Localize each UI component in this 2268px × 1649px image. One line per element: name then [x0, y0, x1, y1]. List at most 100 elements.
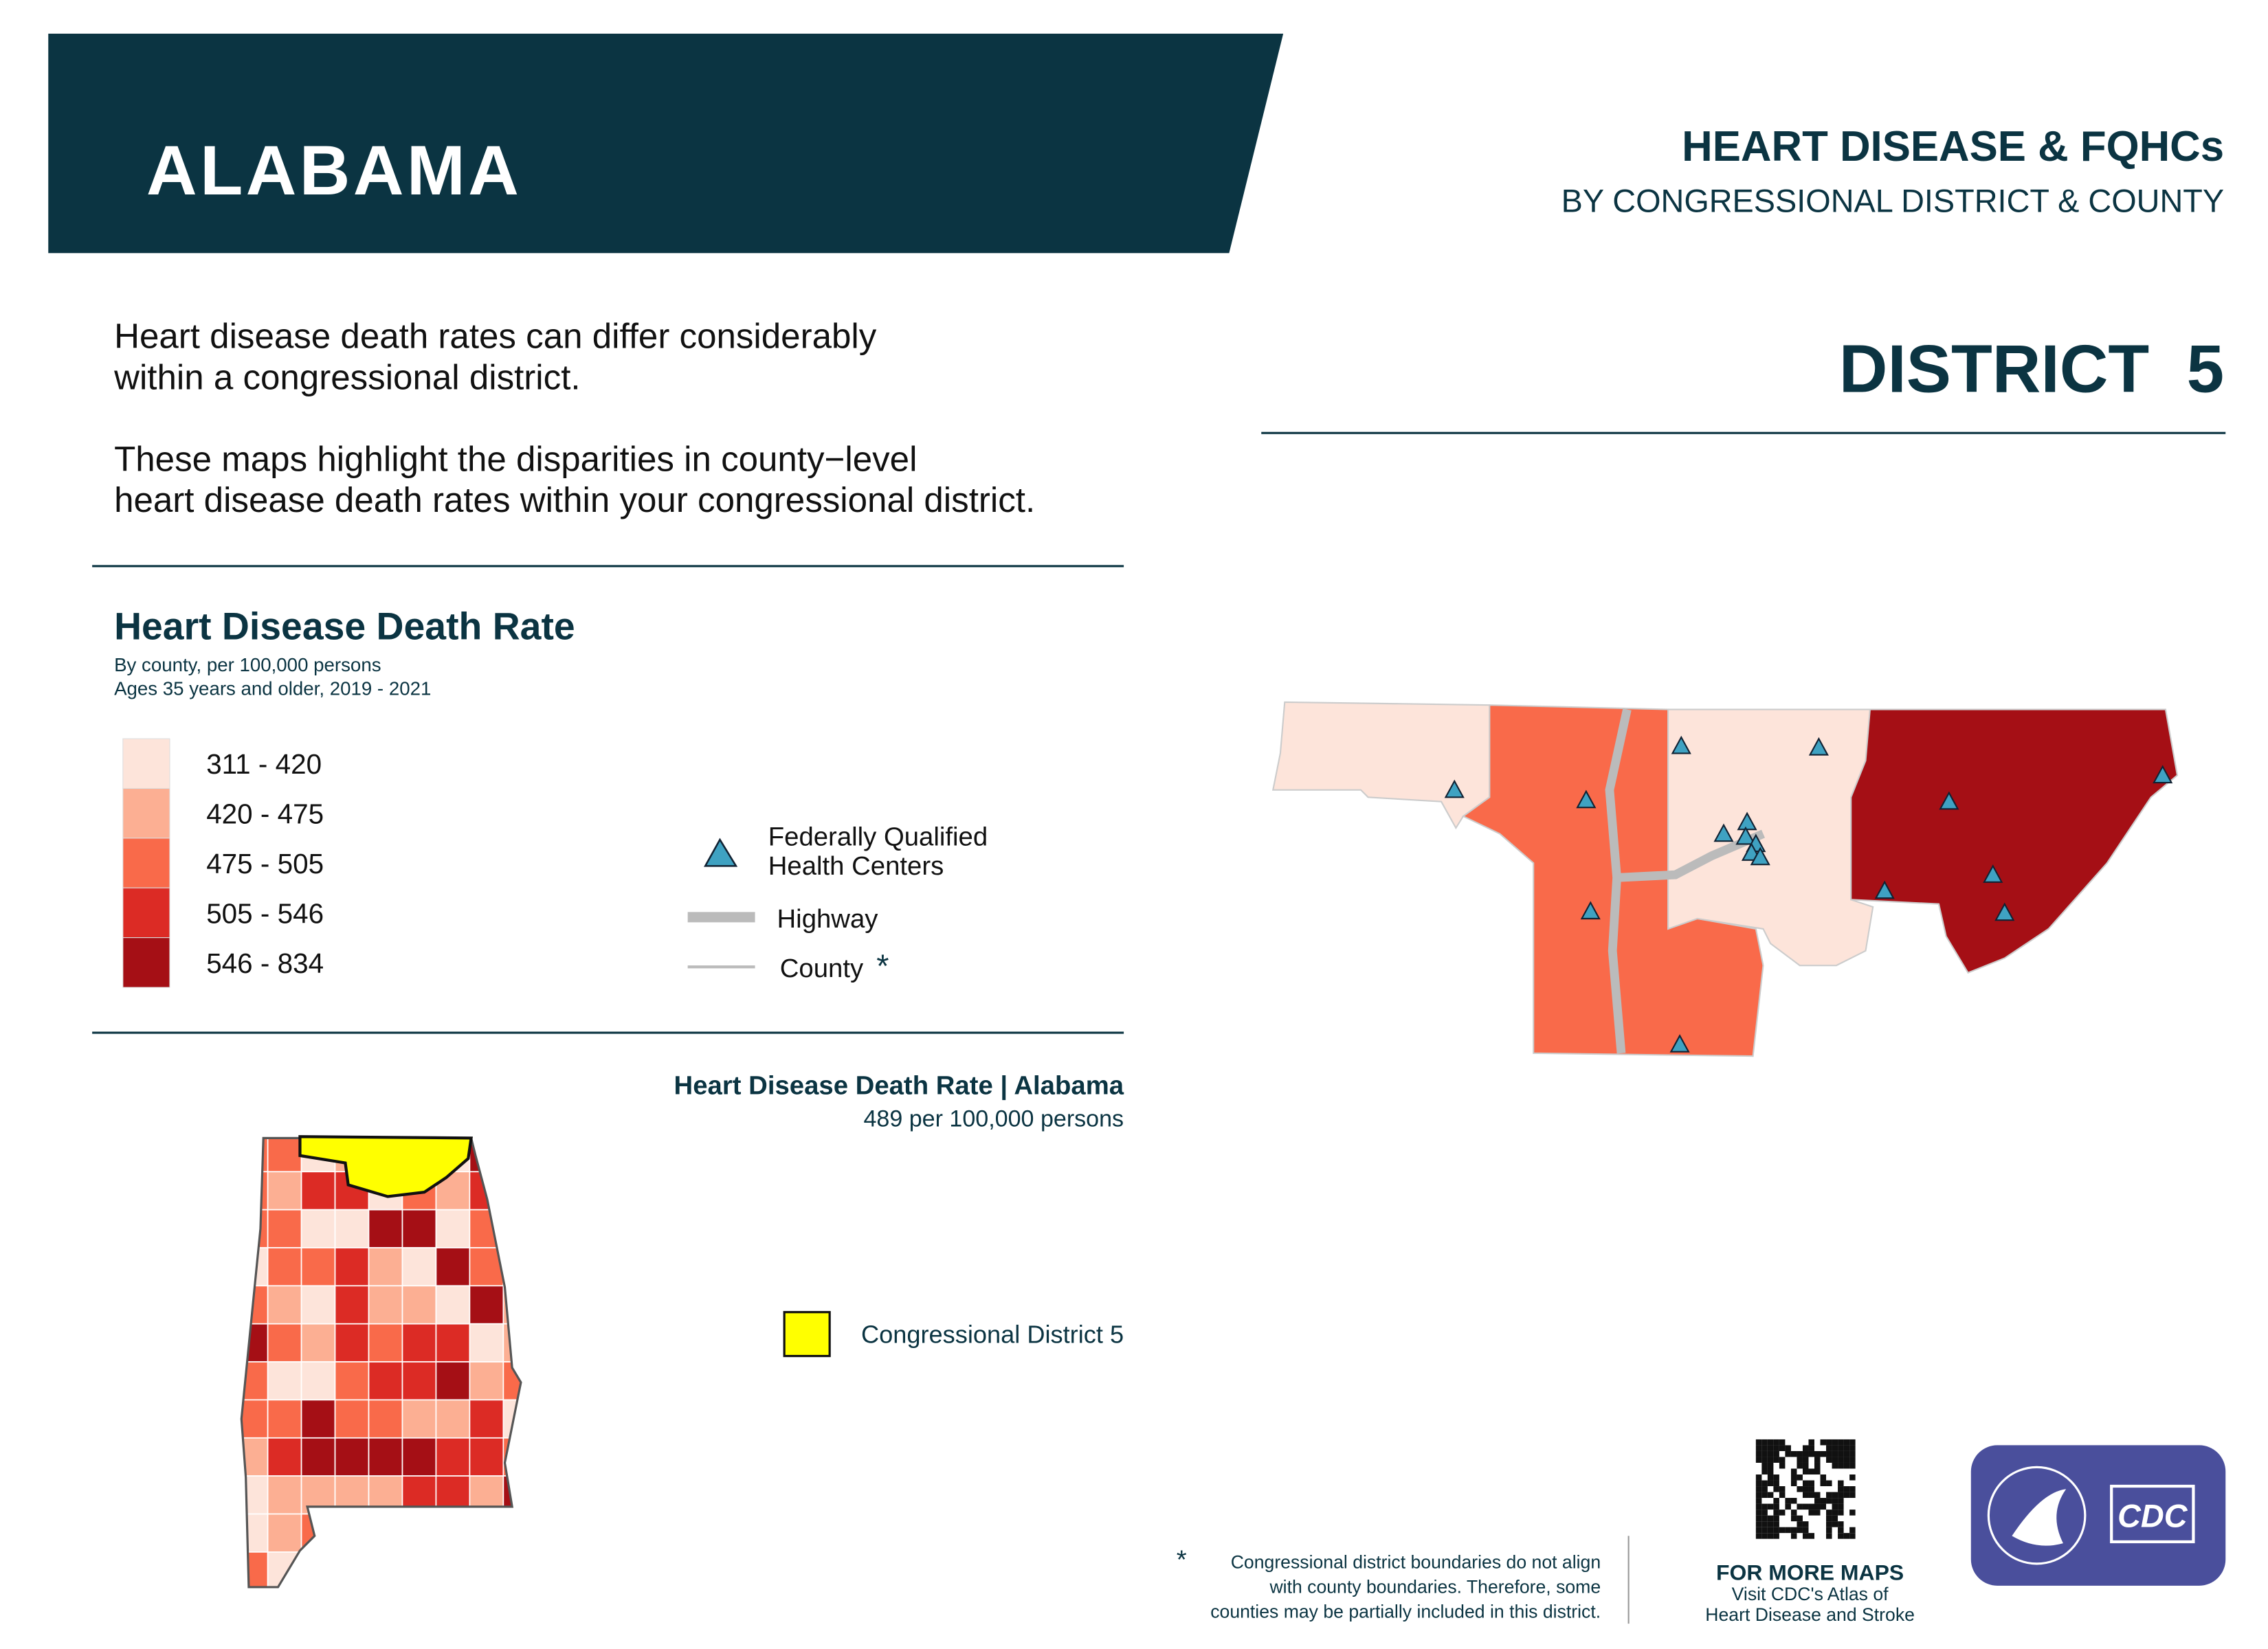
qr-cell [1802, 1533, 1809, 1539]
county [401, 1437, 437, 1477]
qr-cell [1755, 1510, 1762, 1516]
fqhc-marker [1669, 1034, 1690, 1053]
qr-cell [1802, 1468, 1809, 1475]
qr-cell [1820, 1498, 1827, 1504]
legend-swatch [122, 787, 170, 839]
qr-cell [1820, 1439, 1827, 1446]
county [368, 1285, 403, 1325]
qr-cell [1790, 1510, 1797, 1516]
qr-cell [1826, 1521, 1832, 1527]
qr-cell [1832, 1457, 1838, 1463]
county [368, 1437, 403, 1477]
county [300, 1285, 336, 1325]
county [335, 1590, 369, 1628]
qr-cell [1820, 1480, 1827, 1487]
county [334, 1323, 370, 1362]
qr-cell [1814, 1450, 1821, 1457]
qr-cell [1767, 1468, 1774, 1475]
qr-cell [1767, 1480, 1774, 1487]
qr-cell [1808, 1450, 1814, 1457]
county [435, 1361, 471, 1401]
qr-cell [1832, 1503, 1838, 1510]
qr-cell [1808, 1445, 1814, 1451]
qr-cell [1843, 1439, 1850, 1446]
qr-cell [1779, 1492, 1786, 1499]
county [401, 1247, 437, 1287]
qr-cell [1767, 1492, 1774, 1499]
district-label: Congressional District 5 [861, 1320, 1124, 1348]
qr-cell [1773, 1498, 1779, 1504]
county [334, 1513, 370, 1553]
qr-cell [1826, 1510, 1832, 1516]
county [402, 1590, 436, 1628]
qr-cell [1785, 1445, 1791, 1451]
qr-cell [1838, 1445, 1844, 1451]
qr-cell [1797, 1450, 1803, 1457]
logo-panel [1970, 1445, 2226, 1586]
county [435, 1551, 471, 1587]
county [401, 1323, 437, 1362]
county [267, 1171, 302, 1211]
county [300, 1513, 336, 1553]
qr-cell [1808, 1533, 1814, 1539]
qr-cell [1808, 1503, 1814, 1510]
county [241, 1513, 269, 1553]
qr-cell [1832, 1521, 1838, 1527]
state-rate-title: Heart Disease Death Rate | Alabama [674, 1070, 1124, 1100]
county [267, 1323, 302, 1362]
qr-cell [1790, 1515, 1797, 1522]
qr-cell [1767, 1445, 1774, 1451]
qr-cell [1755, 1527, 1762, 1534]
fqhc-marker [1750, 846, 1770, 866]
intro-line: within a congressional district. [113, 357, 581, 396]
hhs-seal [1987, 1466, 2087, 1565]
county [368, 1513, 403, 1553]
county [241, 1247, 269, 1287]
qr-cell [1814, 1510, 1821, 1516]
qr-cell [1761, 1439, 1768, 1446]
county [369, 1590, 403, 1628]
county [401, 1513, 437, 1553]
qr-cell [1802, 1457, 1809, 1463]
county [368, 1361, 403, 1401]
county [469, 1437, 504, 1477]
qr-cell [1849, 1474, 1856, 1481]
qr-cell [1808, 1486, 1814, 1492]
qr-cell [1849, 1510, 1856, 1516]
county [241, 1551, 269, 1587]
qr-cell [1790, 1498, 1797, 1504]
qr-cell [1843, 1462, 1850, 1469]
qr-cell [1832, 1450, 1838, 1457]
qr-cell [1843, 1445, 1850, 1451]
qr-cell [1761, 1462, 1768, 1469]
qr-cell [1755, 1439, 1762, 1446]
title: HEART DISEASE & FQHCs [1682, 123, 2224, 170]
qr-cell [1785, 1503, 1791, 1510]
county [241, 1399, 269, 1439]
qr-cell [1761, 1515, 1768, 1522]
qr-cell [1779, 1462, 1786, 1469]
county [334, 1437, 370, 1477]
qr-cell [1808, 1439, 1814, 1446]
qr-cell [1849, 1445, 1856, 1451]
qr-cell [1838, 1450, 1844, 1457]
county [241, 1475, 269, 1515]
qr-cell [1802, 1462, 1809, 1469]
qr-cell [1826, 1492, 1832, 1499]
qr-cell [1843, 1486, 1850, 1492]
qr-cell [1761, 1445, 1768, 1451]
qr-cell [1767, 1450, 1774, 1457]
qr-cell [1773, 1515, 1779, 1522]
qr-cell [1832, 1515, 1838, 1522]
county [267, 1209, 302, 1248]
qr-cell [1767, 1521, 1774, 1527]
county [368, 1323, 403, 1362]
qr-cell [1767, 1462, 1774, 1469]
legend-swatch [122, 937, 170, 988]
county [334, 1209, 370, 1248]
qr-cell [1849, 1439, 1856, 1446]
qr-cell [1797, 1486, 1803, 1492]
qr-cell [1849, 1533, 1856, 1539]
county [435, 1437, 471, 1477]
county [334, 1551, 370, 1587]
